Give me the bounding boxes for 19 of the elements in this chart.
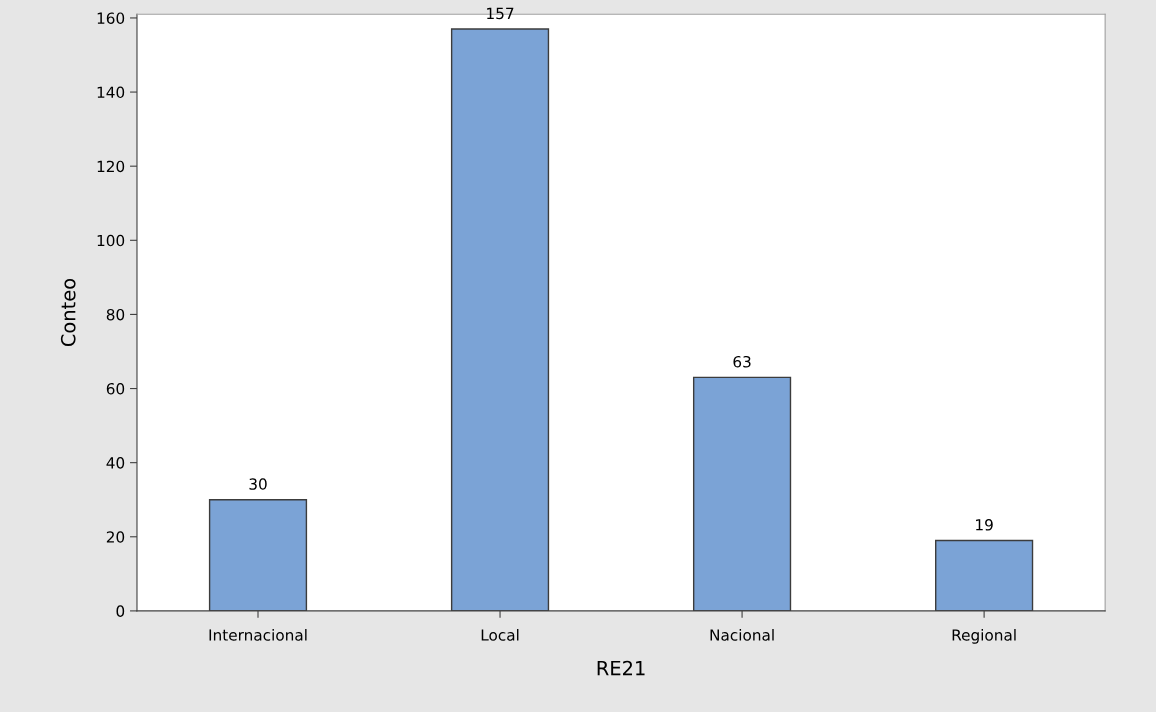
y-tick-label: 40 xyxy=(106,457,125,469)
x-axis-title: RE21 xyxy=(597,660,645,676)
x-tick-label: Internacional xyxy=(209,628,307,641)
y-tick-label: 100 xyxy=(97,234,125,247)
y-tick-label: 0 xyxy=(116,605,125,617)
y-tick-label: 80 xyxy=(106,308,125,321)
x-tick-label: Local xyxy=(481,628,519,641)
y-tick-label: 140 xyxy=(97,86,125,99)
data-label: 63 xyxy=(733,355,751,368)
y-axis-title: Conteo xyxy=(60,278,76,347)
y-tick-label: 60 xyxy=(106,383,125,395)
data-label: 157 xyxy=(487,7,514,20)
data-label: 30 xyxy=(249,478,267,490)
x-tick-label: Regional xyxy=(952,628,1016,644)
data-label: 19 xyxy=(976,519,993,531)
x-tick-label: Nacional xyxy=(710,628,774,641)
y-tick-label: 120 xyxy=(97,160,125,173)
y-tick-label: 20 xyxy=(106,531,125,543)
y-tick-label: 160 xyxy=(97,12,125,24)
